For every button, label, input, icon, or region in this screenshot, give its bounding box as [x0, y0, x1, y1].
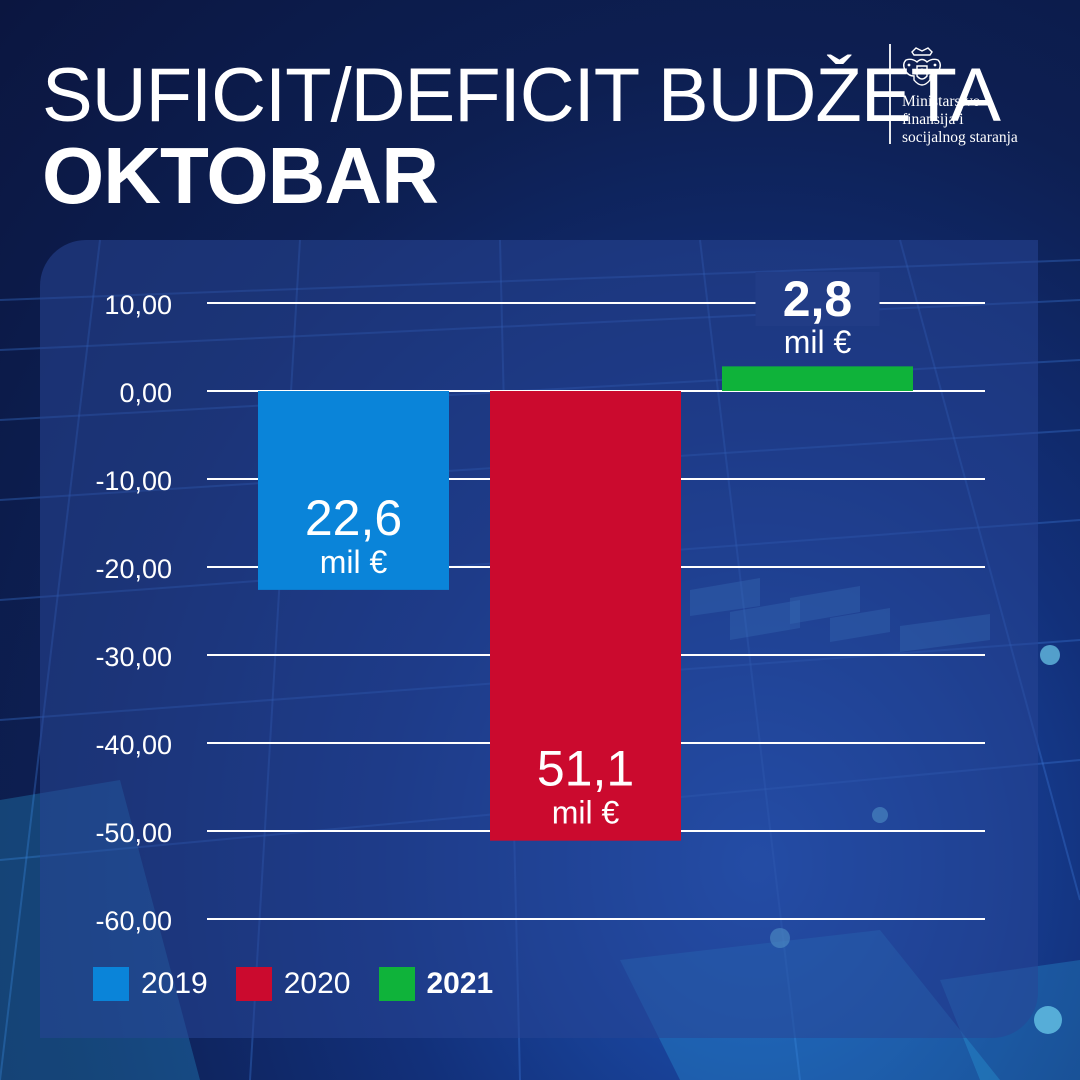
bar-2019: [258, 391, 449, 590]
brand-divider: [889, 44, 891, 144]
data-label-value-2019: 22,6: [305, 490, 402, 546]
legend-swatch-2020: [235, 967, 272, 1001]
data-label-unit-2019: mil €: [320, 544, 388, 580]
y-tick-label: -10,00: [95, 466, 172, 496]
y-tick-label: -20,00: [95, 554, 172, 584]
data-label-value-2021: 2,8: [783, 271, 853, 327]
legend-item-2021: 2021: [378, 967, 494, 1001]
legend-swatch-2021: [378, 967, 415, 1001]
data-label-unit-2021: mil €: [784, 324, 852, 360]
data-label-unit-2020: mil €: [552, 795, 620, 831]
legend-label-2019: 2019: [141, 967, 208, 1000]
data-label-bg: [755, 272, 880, 326]
chart-legend: 2019 2020 2021: [93, 966, 521, 1002]
ministry-name-line2: finansija i: [902, 111, 964, 128]
ministry-name-line3: socijalnog staranja: [902, 129, 1018, 146]
y-tick-label: -40,00: [95, 730, 172, 760]
legend-label-2020: 2020: [283, 967, 351, 1000]
y-tick-label: -60,00: [95, 906, 172, 936]
ministry-name: Ministarstvo finansija i socijalnog star…: [902, 93, 1077, 147]
page-title: SUFICIT/DEFICIT BUDŽETA: [42, 53, 1001, 138]
y-tick-label: 10,00: [104, 290, 172, 320]
ministry-name-line1: Ministarstvo: [902, 93, 981, 110]
legend-item-2019: 2019: [93, 967, 208, 1001]
y-tick-label: -30,00: [95, 642, 172, 672]
legend-item-2020: 2020: [235, 967, 351, 1001]
data-label-value-2020: 51,1: [537, 741, 634, 797]
bar-2021: [722, 366, 913, 391]
bar-2020: [490, 391, 681, 841]
y-tick-label: -50,00: [95, 818, 172, 848]
legend-label-2021: 2021: [426, 967, 494, 1000]
legend-swatch-2019: [93, 967, 129, 1001]
montenegro-crest-icon: [903, 47, 941, 86]
page-subtitle: OKTOBAR: [42, 131, 439, 220]
y-tick-label: 0,00: [119, 378, 172, 408]
